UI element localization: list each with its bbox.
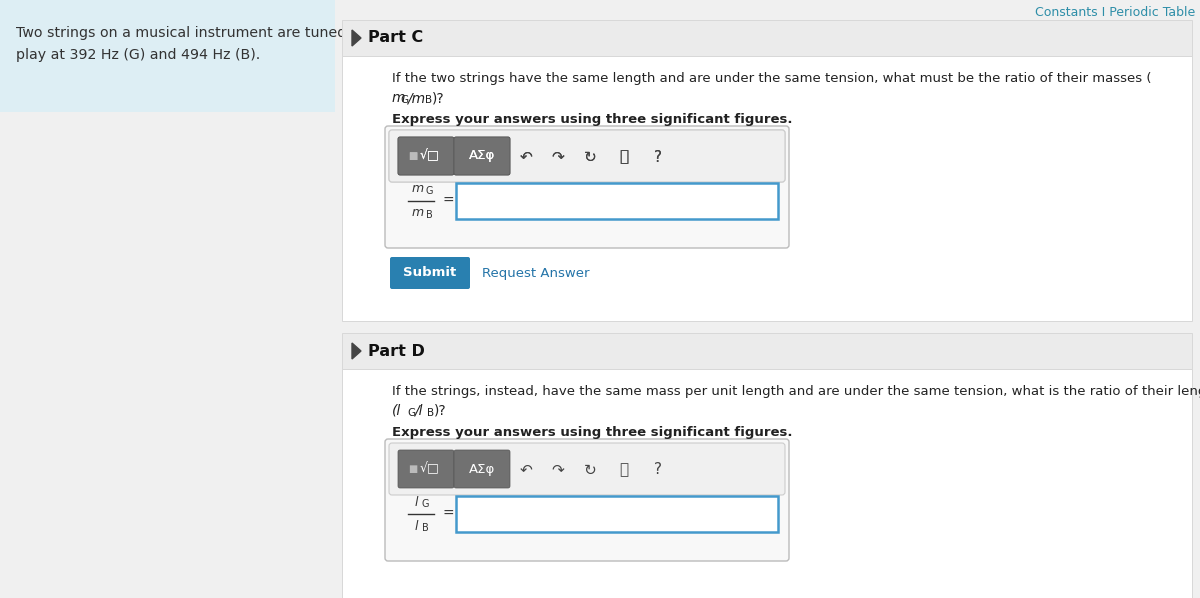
Bar xyxy=(342,56,1192,321)
Text: Request Answer: Request Answer xyxy=(482,267,589,279)
Text: G: G xyxy=(422,499,430,509)
Text: Express your answers using three significant figures.: Express your answers using three signifi… xyxy=(392,426,792,439)
Text: Submit: Submit xyxy=(403,267,457,279)
Text: B: B xyxy=(425,95,432,105)
FancyBboxPatch shape xyxy=(454,137,510,175)
Text: ?: ? xyxy=(654,462,662,477)
Text: /l: /l xyxy=(414,404,422,418)
Text: G: G xyxy=(400,95,408,105)
Text: Constants I Periodic Table: Constants I Periodic Table xyxy=(1034,6,1195,19)
FancyBboxPatch shape xyxy=(385,439,790,561)
Text: Part C: Part C xyxy=(368,30,424,45)
Text: AΣφ: AΣφ xyxy=(469,150,496,163)
Text: =: = xyxy=(442,507,454,521)
Text: Part D: Part D xyxy=(368,343,425,358)
Text: ■: ■ xyxy=(408,151,418,161)
Text: ↶: ↶ xyxy=(520,150,533,164)
Text: AΣφ: AΣφ xyxy=(469,150,496,163)
Text: G: G xyxy=(407,408,415,418)
FancyBboxPatch shape xyxy=(454,137,510,175)
Text: play at 392 Hz (G) and 494 Hz (B).: play at 392 Hz (G) and 494 Hz (B). xyxy=(16,48,260,62)
Text: ↷: ↷ xyxy=(552,150,564,164)
Text: ↶: ↶ xyxy=(520,462,533,477)
Text: ?: ? xyxy=(654,150,662,164)
Text: √□: √□ xyxy=(420,150,439,163)
Bar xyxy=(456,183,778,219)
Text: B: B xyxy=(427,408,434,418)
Text: =: = xyxy=(442,194,454,208)
FancyBboxPatch shape xyxy=(389,130,785,182)
Text: ↷: ↷ xyxy=(552,150,564,164)
FancyBboxPatch shape xyxy=(454,450,510,488)
Bar xyxy=(0,0,335,112)
Bar xyxy=(335,0,1200,598)
Text: ■: ■ xyxy=(408,151,418,161)
Polygon shape xyxy=(352,30,361,46)
Text: )?: )? xyxy=(434,404,446,418)
Text: )?: )? xyxy=(432,91,445,105)
Bar xyxy=(342,20,1192,56)
Text: ↻: ↻ xyxy=(583,150,596,164)
Text: ?: ? xyxy=(654,150,662,164)
FancyBboxPatch shape xyxy=(390,257,470,289)
Text: √□: √□ xyxy=(420,462,439,475)
Text: √□: √□ xyxy=(420,150,439,163)
FancyBboxPatch shape xyxy=(398,137,454,175)
Text: l: l xyxy=(414,520,418,532)
Polygon shape xyxy=(352,343,361,359)
Text: ■: ■ xyxy=(408,464,418,474)
Text: m: m xyxy=(392,91,406,105)
Text: ↶: ↶ xyxy=(520,150,533,164)
FancyBboxPatch shape xyxy=(398,137,454,175)
Text: If the two strings have the same length and are under the same tension, what mus: If the two strings have the same length … xyxy=(392,72,1152,85)
Text: ↷: ↷ xyxy=(552,462,564,477)
Text: m: m xyxy=(412,206,424,219)
FancyBboxPatch shape xyxy=(389,130,785,182)
FancyBboxPatch shape xyxy=(394,135,780,177)
Text: /m: /m xyxy=(407,91,425,105)
Text: Two strings on a musical instrument are tuned to: Two strings on a musical instrument are … xyxy=(16,26,365,40)
Text: ↻: ↻ xyxy=(583,462,596,477)
Text: ⌸: ⌸ xyxy=(619,462,629,477)
Bar xyxy=(342,333,1192,369)
Text: Express your answers using three significant figures.: Express your answers using three signifi… xyxy=(392,113,792,126)
Bar xyxy=(456,496,778,532)
FancyBboxPatch shape xyxy=(385,126,790,248)
Text: (l: (l xyxy=(392,404,401,418)
Text: m: m xyxy=(412,182,424,196)
FancyBboxPatch shape xyxy=(398,450,454,488)
FancyBboxPatch shape xyxy=(389,443,785,495)
Text: ↻: ↻ xyxy=(583,150,596,164)
Bar xyxy=(342,369,1192,598)
Text: l: l xyxy=(414,496,418,508)
Text: B: B xyxy=(426,210,433,220)
Text: ⌸: ⌸ xyxy=(619,150,629,164)
Text: If the strings, instead, have the same mass per unit length and are under the sa: If the strings, instead, have the same m… xyxy=(392,385,1200,398)
Text: G: G xyxy=(426,186,433,196)
Text: B: B xyxy=(422,523,428,533)
Text: AΣφ: AΣφ xyxy=(469,462,496,475)
Text: ⌸: ⌸ xyxy=(619,150,629,164)
